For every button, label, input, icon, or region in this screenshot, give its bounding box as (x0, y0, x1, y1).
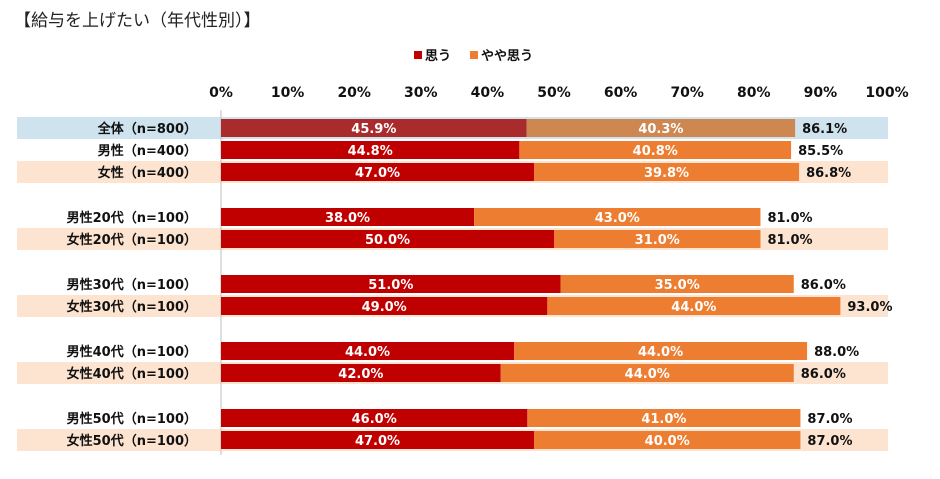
x-tick-label: 10% (271, 85, 305, 101)
total-label: 86.0% (801, 278, 846, 293)
total-label: 86.0% (801, 367, 846, 382)
category-label: 男性30代（n=100） (67, 277, 197, 293)
legend-swatch-omou (414, 51, 422, 59)
data-label-yaya: 35.0% (655, 278, 700, 293)
total-label: 93.0% (847, 300, 892, 315)
total-label: 81.0% (767, 211, 812, 226)
category-label: 男性20代（n=100） (67, 210, 197, 226)
total-label: 88.0% (814, 345, 859, 360)
bar-yaya (527, 409, 801, 427)
bar-omou (221, 364, 501, 382)
data-label-yaya: 44.0% (671, 300, 716, 315)
bar-yaya (560, 275, 794, 293)
category-label: 女性（n=400） (98, 165, 197, 181)
x-tick-label: 50% (537, 85, 571, 101)
x-tick-label: 30% (404, 85, 438, 101)
x-tick-label: 40% (471, 85, 505, 101)
bar-omou (221, 275, 561, 293)
legend-label-omou: 思う (425, 49, 451, 64)
bar-omou (221, 431, 535, 449)
category-label: 女性20代（n=100） (67, 232, 197, 248)
bar-yaya (474, 208, 761, 226)
data-label-yaya: 40.3% (638, 122, 683, 137)
data-label-omou: 44.0% (345, 345, 390, 360)
total-label: 81.0% (767, 233, 812, 248)
data-label-omou: 45.9% (351, 122, 396, 137)
x-tick-label: 60% (604, 85, 638, 101)
data-label-omou: 50.0% (365, 233, 410, 248)
bar-yaya (514, 342, 808, 360)
x-tick-label: 90% (804, 85, 838, 101)
bar-omou (221, 208, 475, 226)
bar-yaya (554, 230, 761, 248)
bar-yaya (526, 119, 796, 137)
data-label-omou: 47.0% (355, 434, 400, 449)
category-label: 男性50代（n=100） (67, 411, 197, 427)
bar-yaya (534, 431, 801, 449)
legend-label-yaya: やや思う (481, 49, 533, 64)
data-label-omou: 49.0% (362, 300, 407, 315)
total-label: 87.0% (807, 434, 852, 449)
total-label: 86.1% (802, 122, 847, 137)
legend-swatch-yaya (470, 51, 478, 59)
bar-omou (221, 297, 548, 315)
data-label-yaya: 41.0% (641, 412, 686, 427)
legend: 思う やや思う (414, 49, 533, 64)
data-label-omou: 42.0% (338, 367, 383, 382)
x-tick-label: 0% (209, 85, 233, 101)
data-label-yaya: 39.8% (644, 166, 689, 181)
category-label: 男性（n=400） (98, 143, 197, 159)
bars (221, 119, 841, 449)
x-tick-label: 20% (337, 85, 371, 101)
x-axis: 0% 10% 20% 30% 40% 50% 60% 70% 80% 90% 100% (209, 85, 909, 455)
data-label-yaya: 44.0% (638, 345, 683, 360)
data-label-omou: 46.0% (352, 412, 397, 427)
bar-omou (221, 409, 528, 427)
data-label-yaya: 40.0% (645, 434, 690, 449)
bar-omou (221, 163, 535, 181)
total-label: 86.8% (806, 166, 851, 181)
category-label: 女性30代（n=100） (67, 299, 197, 315)
bar-omou (221, 342, 515, 360)
data-label-yaya: 31.0% (635, 233, 680, 248)
data-label-omou: 47.0% (355, 166, 400, 181)
bar-omou (221, 230, 554, 248)
bar-yaya (500, 364, 794, 382)
data-label-yaya: 43.0% (595, 211, 640, 226)
data-label-omou: 38.0% (325, 211, 370, 226)
bar-yaya (547, 297, 841, 315)
x-tick-label: 100% (865, 85, 908, 101)
x-tick-label: 70% (670, 85, 704, 101)
bar-yaya (534, 163, 800, 181)
category-label: 全体（n=800） (97, 121, 197, 137)
total-label: 87.0% (807, 412, 852, 427)
bar-omou (221, 119, 527, 137)
category-label: 女性50代（n=100） (67, 433, 197, 449)
bar-omou (221, 141, 520, 159)
data-label-yaya: 44.0% (625, 367, 670, 382)
category-label: 男性40代（n=100） (67, 344, 197, 360)
category-label: 女性40代（n=100） (67, 366, 197, 382)
bar-yaya (519, 141, 792, 159)
data-label-yaya: 40.8% (633, 144, 678, 159)
chart-title: 【給与を上げたい（年代性別）】 (14, 11, 261, 31)
x-tick-label: 80% (737, 85, 771, 101)
total-label: 85.5% (798, 144, 843, 159)
data-label-omou: 44.8% (348, 144, 393, 159)
data-label-omou: 51.0% (368, 278, 413, 293)
data-labels: 全体（n=800） 男性（n=400） 女性（n=400） 男性20代（n=100） 女… (67, 121, 893, 449)
